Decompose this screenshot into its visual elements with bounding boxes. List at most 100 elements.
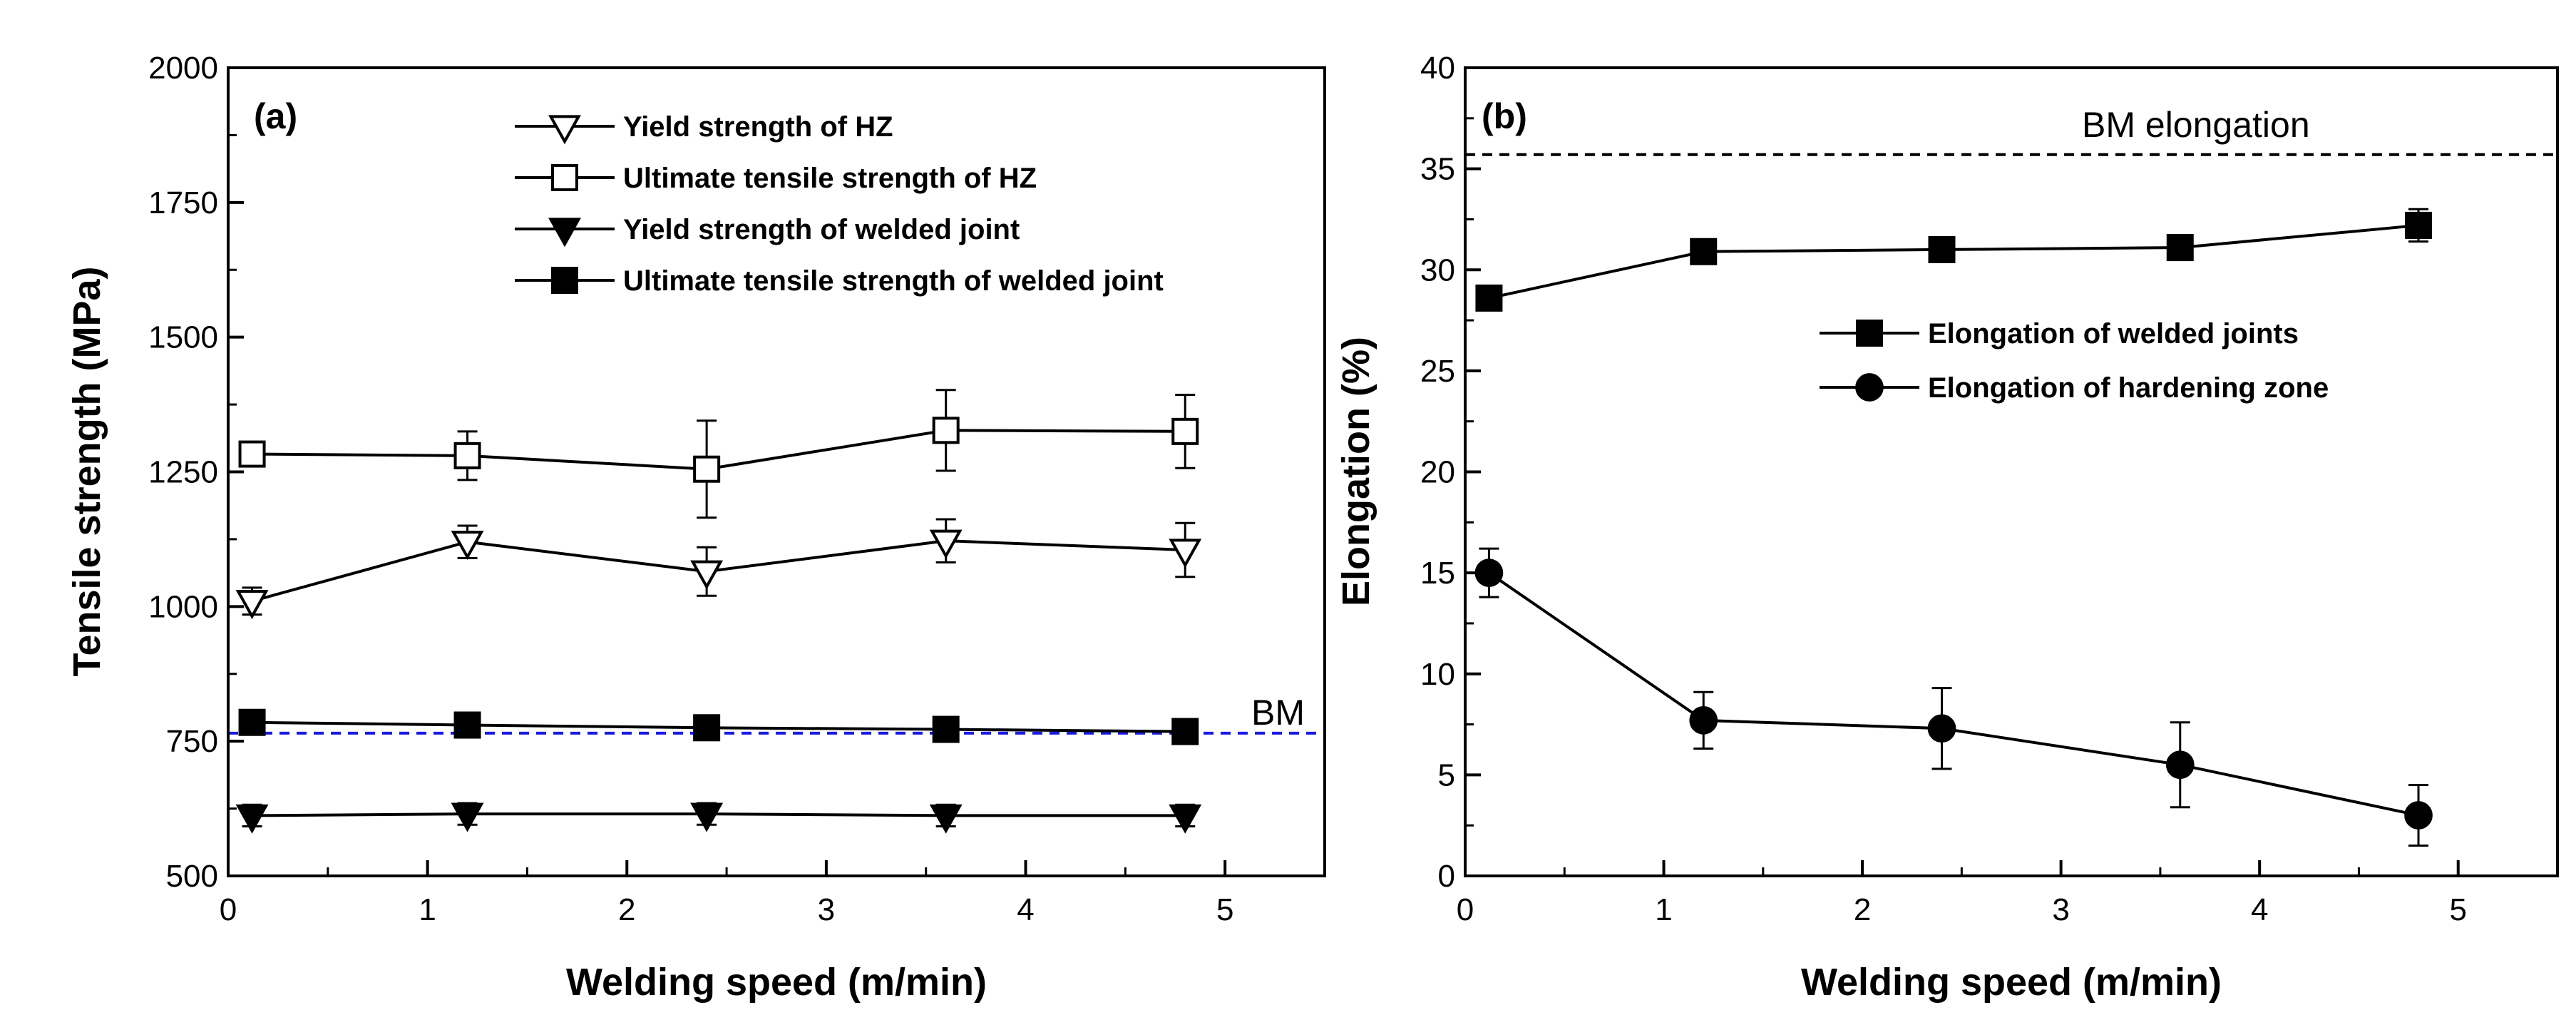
data-point [1928,235,1956,263]
x-tick-label: 2 [618,892,635,927]
data-point [1171,417,1199,445]
y-tick-label: 500 [166,859,218,894]
y-tick-label: 2000 [148,51,218,86]
data-point [1475,284,1503,312]
plot-frame-a [227,66,1326,877]
x-tick-label: 3 [2052,892,2069,927]
y-tick-label: 30 [1420,253,1455,287]
reference-line-label: BM elongation [2082,105,2310,145]
data-point [1927,714,1956,743]
legend-marker [551,267,578,294]
legend-item: Elongation of welded joints [1820,318,2299,350]
data-point [2166,234,2194,262]
x-tick-label: 4 [1017,892,1034,927]
series-1 [238,389,1199,519]
x-tick-label: 5 [1216,892,1233,927]
data-point [451,802,484,832]
legend-marker [1856,320,1883,347]
data-point [2405,211,2433,239]
y-tick-label: 35 [1420,152,1455,187]
y-tick-label: 15 [1420,556,1455,591]
x-tick-label: 0 [1457,892,1474,927]
data-point [2404,801,2433,830]
data-point [929,804,963,834]
x-axis-title-a: Welding speed (m/min) [566,961,987,1004]
legend-item: Yield strength of welded joint [515,214,1020,248]
legend-label: Ultimate tensile strength of welded join… [623,265,1164,297]
x-tick-label: 1 [419,892,436,927]
legend-marker [548,115,581,145]
chart-panel-b: 0 1 2 3 4 5 0 5 10 15 20 25 30 35 40 BM elongation (b)… [1335,51,2559,1004]
series-0 [235,518,1202,620]
data-point [453,711,481,739]
data-point [690,560,724,590]
x-tick-label: 5 [2449,892,2466,927]
data-point [451,531,484,561]
legend-item: Ultimate tensile strength of welded join… [515,265,1164,297]
x-tick-label: 1 [1655,892,1672,927]
legend-item: Elongation of hardening zone [1820,372,2329,404]
series-line [1488,571,2419,817]
legend-label: Elongation of welded joints [1928,318,2299,350]
legend-label: Elongation of hardening zone [1928,372,2329,404]
data-point [690,802,724,832]
data-point [238,708,266,736]
x-tick-label: 4 [2251,892,2268,927]
legend-marker [551,164,578,191]
panel-label-b: (b) [1482,96,1527,136]
series-1 [1474,547,2433,847]
data-point [1689,706,1718,735]
data-point [238,440,266,468]
series-3 [238,708,1199,745]
legend-item: Ultimate tensile strength of HZ [515,163,1037,194]
legend-a: Yield strength of HZ Ultimate tensile str… [515,111,1164,297]
data-point [235,590,269,620]
data-point [2165,750,2195,780]
data-point [1169,804,1202,834]
data-point [453,442,481,469]
y-tick-label: 25 [1420,354,1455,389]
y-tick-label: 0 [1438,859,1455,894]
legend-b: Elongation of welded joints Elongation of… [1820,318,2329,404]
y-tick-label: 1250 [148,455,218,490]
series-line [252,539,1186,603]
data-point [1171,718,1199,745]
x-tick-label: 2 [1854,892,1871,927]
y-axis-title-b: Elongation (%) [1335,337,1377,606]
series-0 [1475,208,2433,312]
data-point [693,455,721,483]
y-tick-label: 1750 [148,185,218,220]
series-line [252,812,1186,817]
y-tick-label: 20 [1420,455,1455,490]
legend-label: Yield strength of HZ [623,111,893,143]
series-2 [235,802,1202,834]
y-tick-label: 1500 [148,320,218,355]
data-point [932,417,960,444]
data-point [1169,539,1202,568]
data-point [235,804,269,834]
data-point [693,714,721,742]
x-tick-label: 3 [818,892,835,927]
legend-item: Yield strength of HZ [515,111,893,145]
panel-label-a: (a) [254,96,297,136]
y-tick-label: 10 [1420,657,1455,692]
y-tick-label: 1000 [148,589,218,624]
x-axis-title-b: Welding speed (m/min) [1801,961,2222,1004]
data-point [1474,559,1504,587]
legend-marker [1855,373,1884,402]
data-point [1690,238,1718,265]
y-axis-title-a: Tensile strength (MPa) [66,266,108,676]
x-tick-label: 0 [220,892,237,927]
data-point [932,715,960,743]
legend-label: Yield strength of welded joint [623,214,1020,245]
plot-frame-b [1464,66,2559,877]
y-tick-label: 40 [1420,51,1455,86]
reference-line-label: BM [1251,693,1305,733]
y-tick-label: 5 [1438,758,1455,792]
legend-label: Ultimate tensile strength of HZ [623,163,1037,194]
legend-marker [548,218,581,248]
y-tick-label: 750 [166,724,218,759]
data-point [929,529,963,559]
